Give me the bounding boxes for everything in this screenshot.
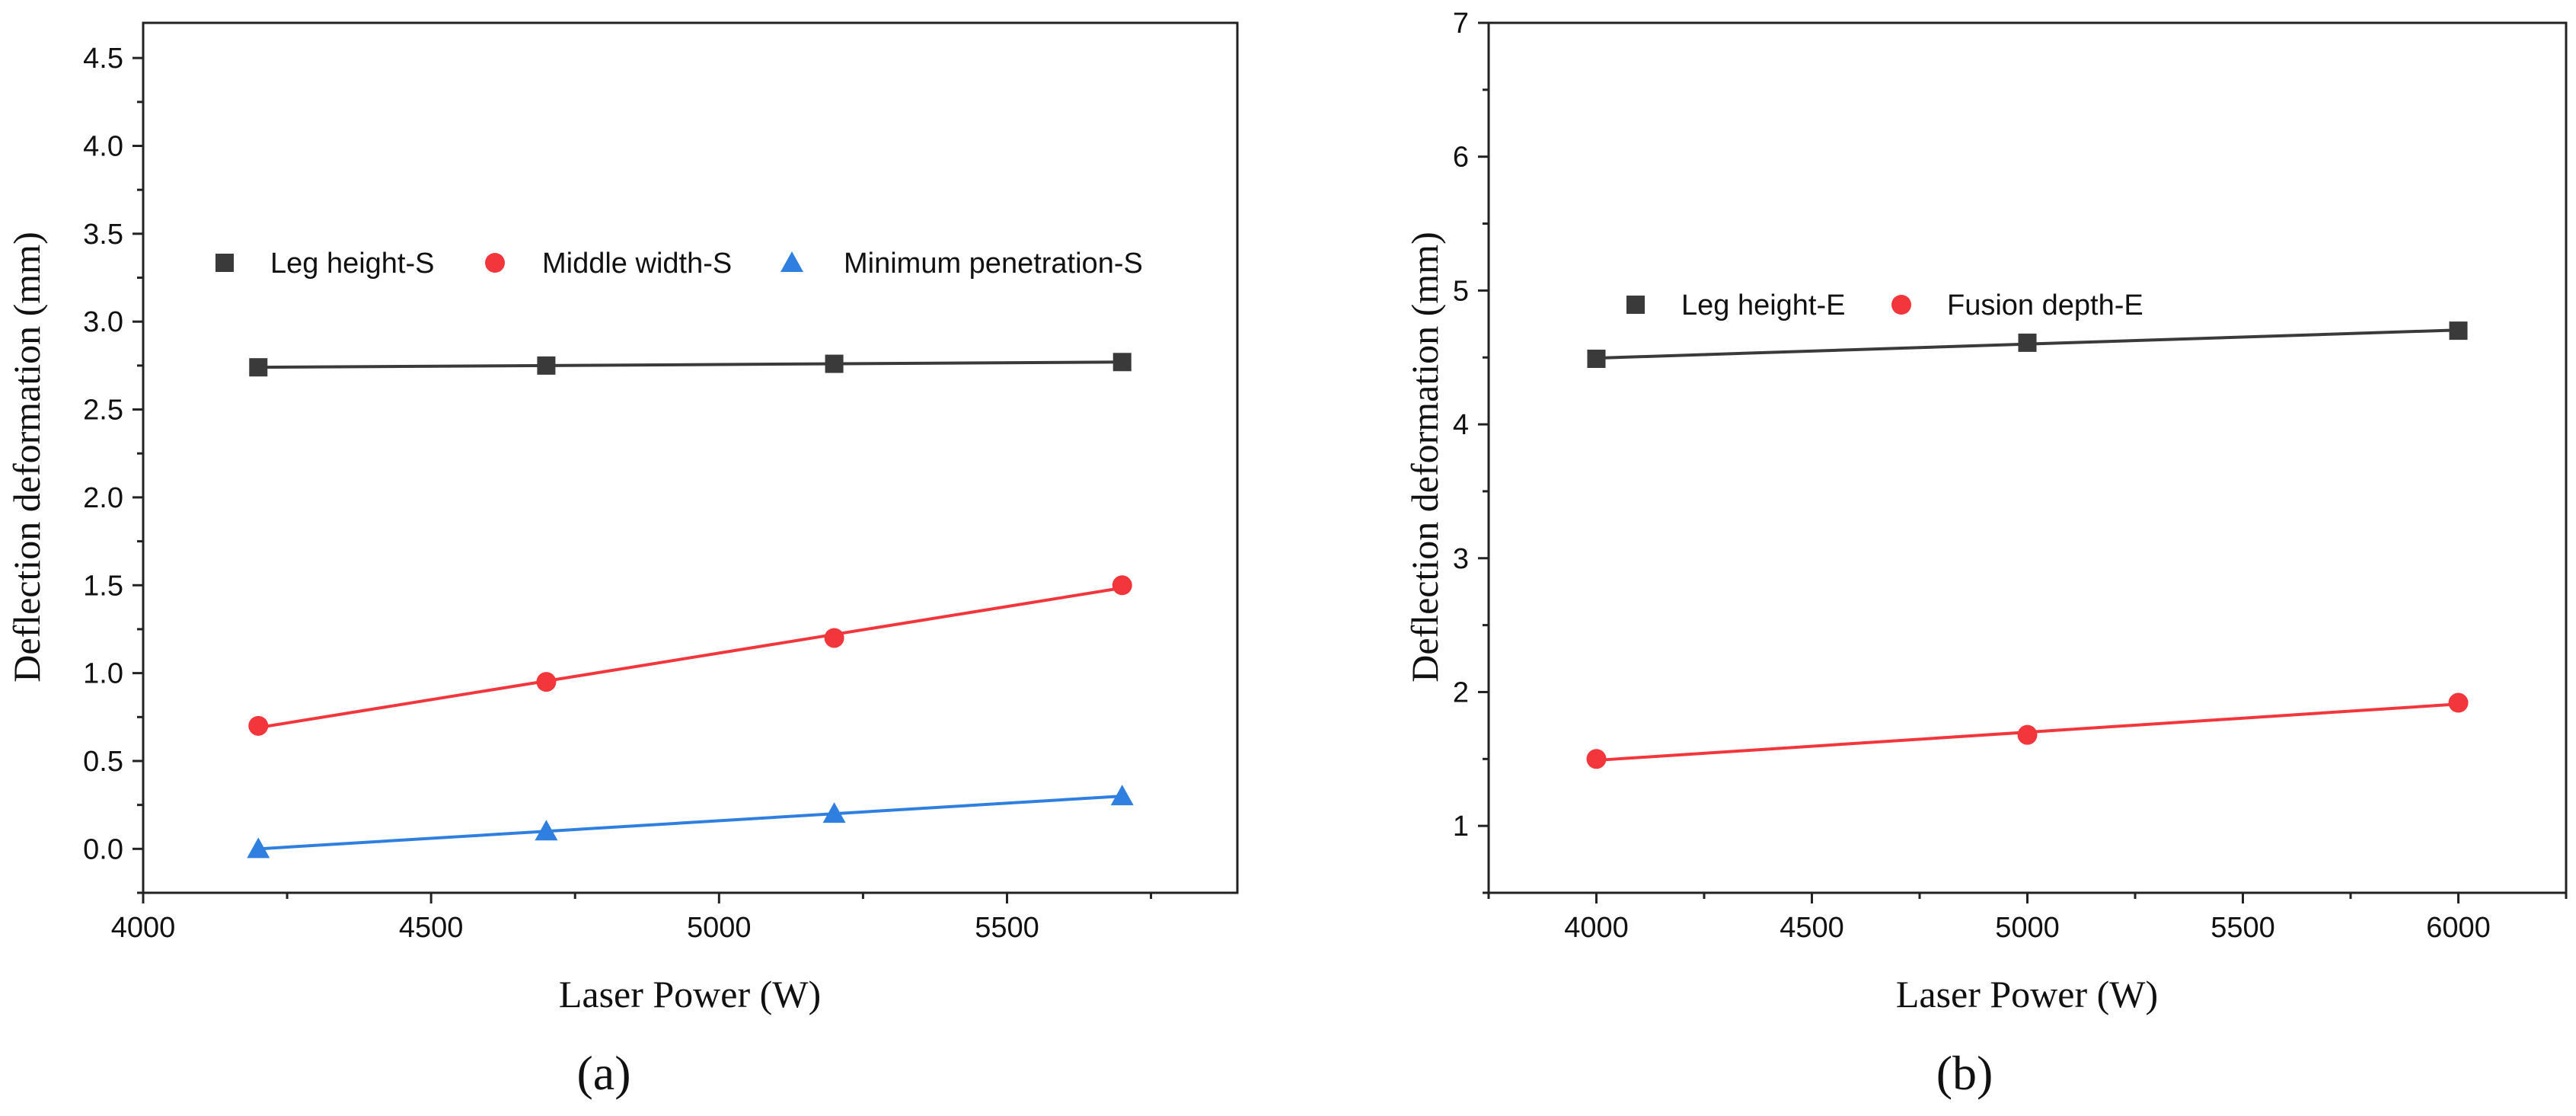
y-tick-label: 5: [1453, 275, 1469, 307]
y-tick-label: 4: [1453, 409, 1469, 441]
x-tick-label: 5000: [687, 912, 752, 944]
panel-label: (a): [576, 1046, 630, 1100]
panel-label: (b): [1936, 1046, 1993, 1100]
plot-frame: [1487, 21, 2568, 894]
fit-line: [257, 586, 1123, 730]
x-tick-label: 5500: [2211, 912, 2275, 944]
legend-marker-circle: [485, 253, 505, 273]
legend-marker-square: [1626, 296, 1645, 314]
data-point-square: [1112, 353, 1132, 372]
x-axis-label: Laser Power (W): [559, 973, 821, 1015]
panel-a: 4000 4500 5000 5500 0.0 0.5 1.0 1.5 2.0 2.5 3.0 3.5…: [5, 21, 1239, 1100]
panel-b: 4000 4500 5000 5500 6000 1 2 3 4 5 6 7 Leg height-E F…: [1403, 8, 2568, 1100]
y-tick-label: 1.0: [83, 658, 123, 690]
y-tick-label: 3.0: [83, 306, 123, 338]
data-point-square: [2018, 333, 2037, 352]
y-tick-label: 2.0: [83, 482, 123, 514]
x-tick-label: 6000: [2426, 912, 2491, 944]
x-tick-label: 4500: [399, 912, 464, 944]
x-tick-label: 5000: [1995, 912, 2060, 944]
data-point-square: [825, 354, 844, 373]
legend-label: Minimum penetration-S: [844, 248, 1143, 280]
data-point-triangle: [247, 837, 270, 859]
y-tick-label: 0.5: [83, 746, 123, 778]
y-axis-label: Deflection deformation (mm): [5, 232, 48, 682]
data-point-square: [2449, 321, 2468, 341]
legend-marker-circle: [1891, 295, 1911, 315]
legend-label: Middle width-S: [542, 248, 732, 280]
legend-marker-triangle: [780, 251, 803, 272]
y-tick-label: 2.5: [83, 395, 123, 427]
y-tick-label: 4.5: [83, 43, 123, 75]
data-point-circle: [2017, 724, 2038, 745]
x-tick-label: 4000: [1564, 912, 1629, 944]
data-point-square: [537, 356, 556, 375]
x-axis-label: Laser Power (W): [1896, 973, 2158, 1015]
data-point-triangle: [1110, 785, 1134, 806]
y-tick-label: 3.5: [83, 219, 123, 251]
x-tick-label: 4500: [1780, 912, 1844, 944]
data-point-circle: [1586, 749, 1607, 769]
legend-label: Fusion depth-E: [1947, 289, 2143, 321]
data-point-circle: [824, 628, 844, 648]
data-point-square: [249, 358, 268, 377]
data-point-circle: [248, 715, 269, 736]
data-point-triangle: [535, 820, 558, 841]
y-tick-label: 6: [1453, 142, 1469, 174]
y-tick-label: 1.5: [83, 570, 123, 602]
fit-line: [258, 795, 1122, 851]
legend-label: Leg height-S: [270, 248, 435, 280]
data-point-circle: [536, 672, 557, 692]
legend-marker-square: [215, 254, 234, 272]
y-tick-label: 0.0: [83, 833, 123, 865]
data-point-square: [1587, 349, 1606, 368]
legend-label: Leg height-E: [1681, 289, 1846, 321]
y-tick-label: 1: [1453, 811, 1469, 843]
data-point-triangle: [822, 802, 846, 823]
x-tick-label: 5500: [975, 912, 1039, 944]
y-tick-label: 2: [1453, 676, 1469, 708]
y-axis-label: Deflection deformation (mm): [1403, 232, 1446, 682]
y-tick-label: 4.0: [83, 130, 123, 162]
x-tick-label: 4000: [111, 912, 176, 944]
plot-frame: [142, 21, 1239, 894]
data-point-circle: [1112, 575, 1132, 596]
fit-line: [258, 360, 1122, 369]
y-tick-label: 7: [1453, 8, 1469, 40]
y-tick-label: 3: [1453, 543, 1469, 575]
data-point-circle: [2448, 692, 2469, 713]
